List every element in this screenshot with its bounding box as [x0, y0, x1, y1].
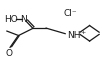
Text: N: N [20, 15, 27, 24]
Text: HO: HO [4, 15, 18, 24]
Text: NH: NH [67, 31, 80, 40]
Text: O: O [6, 49, 13, 58]
Text: Cl⁻: Cl⁻ [64, 9, 77, 18]
Text: +: + [80, 30, 85, 35]
